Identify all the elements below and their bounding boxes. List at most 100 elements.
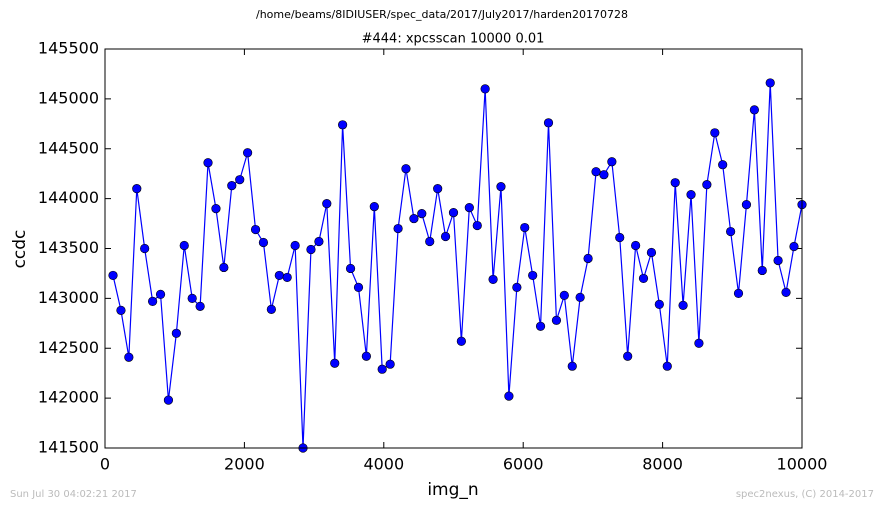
data-point (338, 120, 348, 130)
data-point (559, 290, 569, 300)
data-point (543, 118, 554, 128)
data-point (203, 158, 213, 168)
data-point (148, 296, 158, 306)
data-point (425, 236, 435, 247)
data-point (599, 170, 609, 180)
data-point (401, 164, 411, 174)
data-point (702, 180, 712, 190)
data-point (409, 213, 419, 224)
data-point (789, 241, 799, 252)
data-point (322, 199, 332, 209)
data-point (195, 301, 205, 311)
data-point (140, 243, 150, 254)
x-tick-label: 6000 (503, 455, 544, 474)
data-point (662, 361, 672, 371)
data-point (433, 184, 443, 194)
data-point (132, 184, 142, 194)
data-point (607, 157, 617, 167)
data-point (163, 395, 174, 405)
x-tick-label: 8000 (642, 455, 683, 474)
y-tick-label: 142000 (38, 388, 99, 407)
data-point (108, 270, 118, 281)
y-tick-label: 143500 (38, 238, 99, 257)
x-tick-label: 2000 (224, 455, 265, 474)
data-point (266, 304, 276, 314)
data-point (290, 240, 300, 251)
data-point (345, 263, 356, 274)
data-point (654, 299, 664, 309)
data-point (385, 359, 395, 369)
plot-frame (104, 48, 803, 449)
data-point (646, 247, 657, 258)
data-point (124, 352, 134, 362)
data-point (282, 272, 292, 283)
data-point (116, 305, 126, 315)
data-point (274, 270, 284, 281)
chart-title: #444: xpcsscan 10000 0.01 (362, 32, 545, 47)
x-tick-label: 4000 (363, 455, 404, 474)
data-point (520, 222, 530, 233)
x-tick-label: 10000 (777, 455, 828, 474)
data-point (250, 224, 261, 235)
data-point (472, 220, 482, 231)
data-point (306, 244, 316, 255)
y-tick-label: 145000 (38, 88, 99, 107)
data-point (670, 178, 680, 188)
footer-right: spec2nexus, (C) 2014-2017 (736, 489, 874, 500)
data-point (417, 208, 427, 219)
y-tick-label: 145500 (38, 39, 99, 58)
data-point (155, 289, 166, 299)
data-point (551, 315, 562, 325)
data-point (773, 255, 783, 266)
data-point (615, 232, 625, 243)
data-point (638, 273, 649, 284)
data-point (393, 223, 403, 234)
y-tick-label: 143000 (38, 288, 99, 307)
y-axis-label: ccdc (10, 230, 30, 269)
data-point (718, 160, 728, 170)
data-point (187, 293, 197, 303)
data-point (377, 364, 387, 374)
data-point (330, 358, 340, 368)
data-point (535, 321, 546, 331)
data-point (314, 236, 324, 247)
data-point (227, 181, 237, 191)
data-point (591, 167, 601, 177)
data-point (440, 231, 451, 242)
data-point (583, 253, 593, 264)
y-tick-label: 141500 (38, 438, 99, 457)
data-point (781, 287, 791, 297)
y-tick-label: 144500 (38, 138, 99, 157)
data-point (749, 105, 759, 115)
x-tick-label: 0 (100, 455, 110, 474)
data-point (456, 336, 466, 346)
data-point (631, 240, 641, 251)
data-point (623, 351, 633, 361)
y-tick-label: 144000 (38, 188, 99, 207)
data-point (575, 292, 585, 302)
data-point (480, 84, 490, 94)
data-point (528, 270, 538, 281)
footer-left: Sun Jul 30 04:02:21 2017 (10, 489, 137, 500)
data-point (179, 240, 189, 251)
header: /home/beams/8IDIUSER/spec_data/2017/July… (256, 8, 628, 21)
data-point (733, 288, 744, 298)
data-point (512, 282, 522, 293)
data-point (765, 78, 775, 88)
y-tick-label: 142500 (38, 338, 99, 357)
data-point (464, 203, 474, 213)
data-point (726, 226, 736, 237)
data-point (448, 207, 459, 218)
data-point (504, 391, 514, 401)
data-point (369, 202, 379, 212)
data-point (686, 190, 696, 200)
data-point (219, 262, 229, 273)
data-point (496, 182, 506, 192)
data-point (235, 175, 245, 185)
data-point (710, 128, 720, 138)
data-point (757, 265, 767, 276)
data-point (488, 274, 498, 285)
data-point (741, 200, 752, 210)
